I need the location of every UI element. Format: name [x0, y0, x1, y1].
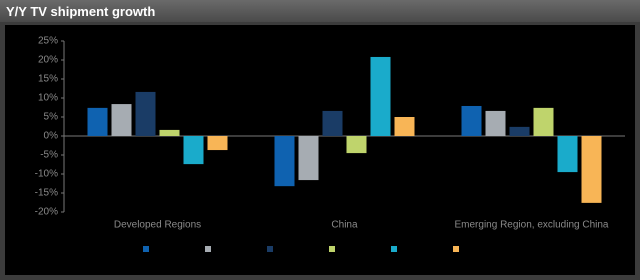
bar	[461, 105, 482, 136]
bar	[159, 129, 180, 136]
x-tick-label: Emerging Region, excluding China	[455, 220, 609, 231]
bar	[394, 117, 415, 136]
bar	[87, 107, 108, 136]
y-tick-label: -5%	[40, 150, 58, 161]
bar	[111, 104, 132, 136]
header-bar: Y/Y TV shipment growth	[0, 0, 640, 22]
bar	[485, 110, 506, 136]
chart-panel	[5, 25, 635, 275]
y-tick-label: -10%	[35, 169, 58, 180]
y-tick-label: 15%	[38, 74, 58, 85]
bar	[370, 56, 391, 136]
bar	[135, 91, 156, 136]
bar	[557, 136, 578, 173]
legend-swatch	[205, 246, 211, 252]
bar	[183, 136, 204, 165]
y-tick-label: 25%	[38, 36, 58, 47]
bar	[298, 136, 319, 181]
chart-title: Y/Y TV shipment growth	[6, 4, 156, 19]
x-tick-label: China	[331, 220, 358, 231]
bar	[322, 110, 343, 136]
y-tick-label: -15%	[35, 188, 58, 199]
y-tick-label: -20%	[35, 207, 58, 218]
y-tick-label: 10%	[38, 93, 58, 104]
bar	[581, 136, 602, 203]
bar	[533, 107, 554, 136]
legend-swatch	[391, 246, 397, 252]
y-tick-label: 0%	[44, 131, 59, 142]
x-tick-label: Developed Regions	[114, 220, 201, 231]
y-tick-label: 20%	[38, 55, 58, 66]
bar	[509, 126, 530, 136]
legend-swatch	[143, 246, 149, 252]
y-tick-label: 5%	[44, 112, 59, 123]
bar	[274, 136, 295, 187]
bar	[207, 136, 228, 151]
legend-swatch	[329, 246, 335, 252]
bar	[346, 136, 367, 154]
legend-swatch	[267, 246, 273, 252]
legend-swatch	[453, 246, 459, 252]
